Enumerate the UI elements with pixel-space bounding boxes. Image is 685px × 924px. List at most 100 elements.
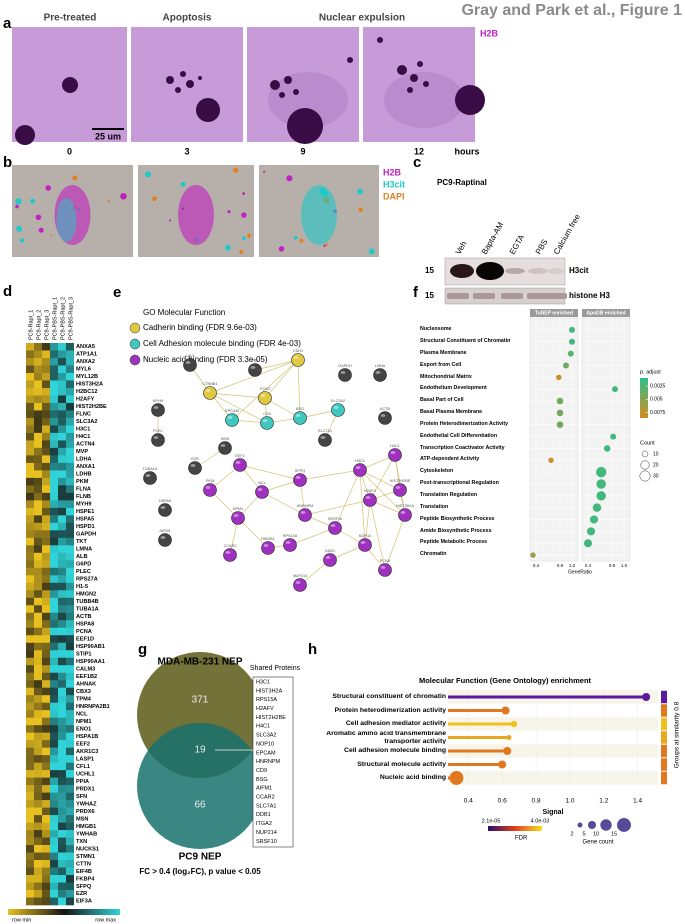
heatmap-cell [26,732,34,741]
node-shine [145,474,151,477]
node-label: TUBA1A [143,467,158,471]
label: Protein heterodimerization activity [334,706,446,714]
heatmap-cell [34,425,42,434]
speck [145,171,152,178]
heatmap-cell [58,822,66,831]
group-bar [661,771,667,785]
heatmap-cell [58,402,66,411]
node-shine [295,414,301,417]
list-title: Shared Proteins [250,665,301,672]
label: Cell adhesion molecule binding [344,747,446,755]
heatmap-cell [58,387,66,396]
band [505,268,525,274]
heatmap-cell [42,522,50,531]
nucleus [279,92,285,98]
heatmap-cell [58,343,66,351]
heatmap-cell [34,672,42,681]
dot [568,326,576,333]
heatmap-cell [26,875,34,883]
gene-label: EEF1B2 [76,674,97,680]
dot [642,692,651,702]
heatmap-cell [50,552,58,561]
dot [567,350,574,357]
heatmap-cell [26,552,34,561]
heatmap-cell [42,485,50,494]
edge [384,514,406,571]
heatmap-cell [58,425,66,434]
speck [224,244,231,251]
speck [38,227,44,233]
heatmap-cell [34,755,42,763]
panel-letter: h [308,641,317,658]
facet-header [582,309,630,317]
heatmap-cell [26,642,34,651]
heatmap-cell [50,380,58,389]
node-shine [390,451,396,454]
node-label: SLC7A1 [318,429,332,433]
heatmap-cell [42,792,50,801]
heatmap-cell [58,470,66,479]
speck [15,198,22,205]
heatmap-cell [66,762,74,771]
lane-label: PBS [534,238,550,256]
node-shine [295,476,301,479]
heatmap-cell [26,485,34,494]
heatmap-cell [26,755,34,763]
heatmap-cell [66,575,74,584]
heatmap-cell [34,507,42,516]
heatmap-cell [50,650,58,659]
heatmap-cell [26,717,34,726]
gene-label: NPM1 [76,719,92,725]
heatmap-cell [58,875,66,883]
heatmap-cell [42,560,50,569]
heatmap-cell [58,492,66,501]
node-shine [333,406,339,409]
kda-label: 15 [425,266,434,275]
heatmap-cell [34,492,42,501]
group-label: Groups at similarity 0.8 [674,701,681,768]
label: Peptide Biosynthetic Process [420,515,495,522]
heatmap-cell [66,432,74,441]
legend-label: 2.1e-05 [482,818,501,824]
heatmap-cell [50,507,58,516]
label: Basal Plasma Membrane [420,409,483,416]
heatmap-cell [50,530,58,539]
heatmap-cell [58,650,66,659]
gene-label: TPM4 [76,696,92,702]
nucleus [377,37,383,43]
node [353,463,367,477]
edge [369,454,396,501]
heatmap-cell [50,867,58,876]
cell-signal [178,185,214,245]
heatmap-cell [26,410,34,419]
column-label: PC9-PBS-Rapt_1 [52,297,58,340]
speck [368,248,375,255]
label: Amide Biosynthetic Process [420,527,492,534]
label: Endothelium Development [420,385,487,392]
legend-title: Gene count [582,840,613,846]
node [373,368,387,382]
node [388,448,402,462]
heatmap-cell [42,620,50,629]
node-shine [380,414,386,417]
node-shine [285,541,291,544]
heatmap-cell [50,882,58,891]
heatmap-cell [58,867,66,876]
heatmap-cell [58,792,66,801]
edge [364,499,371,546]
heatmap-cell [26,560,34,569]
node-label: HIST3H2A [396,504,415,508]
heatmap-cell [26,620,34,629]
heatmap-cell [66,867,74,876]
node-shine [300,511,306,514]
heatmap-cell [58,710,66,718]
dot [548,457,554,463]
heatmap-cell [50,642,58,651]
legend-label: row min [12,917,31,923]
heatmap-cell [58,770,66,778]
heatmap-cell [42,897,50,906]
dot [583,539,593,548]
node [393,483,407,497]
heatmap-cell [50,732,58,741]
heatmap-cell [66,515,74,524]
